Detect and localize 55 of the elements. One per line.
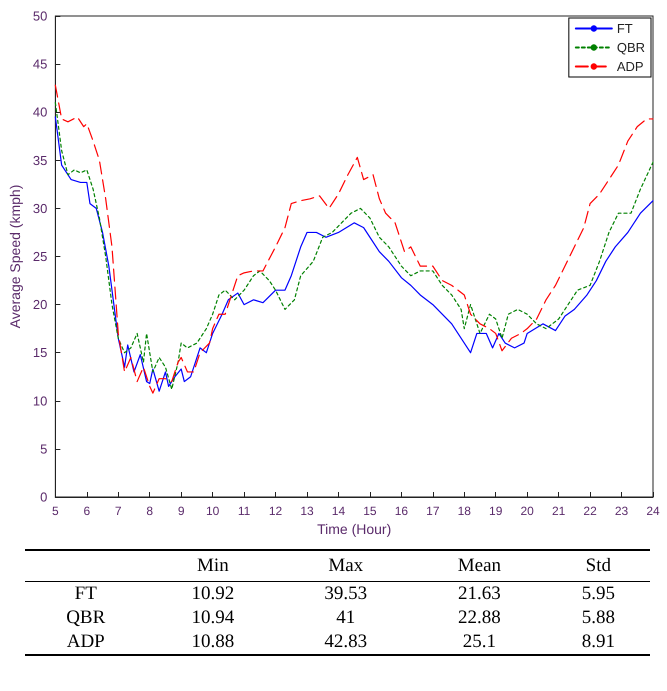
- x-tick-label: 14: [332, 504, 346, 518]
- category-label: Max: [279, 550, 412, 582]
- data-label: 5.95: [580, 582, 616, 606]
- x-tick-label: 15: [363, 504, 377, 518]
- data-label: 10.94: [190, 606, 236, 630]
- y-tick-label: 10: [32, 393, 48, 408]
- y-tick-label: 35: [32, 152, 48, 168]
- y-tick-label: 20: [32, 297, 48, 312]
- data-label: 8.91: [546, 630, 650, 655]
- text: QBR: [65, 606, 106, 630]
- y-tick-label: 15: [32, 345, 48, 360]
- x-tick-label: 9: [178, 504, 185, 518]
- legend-label: ADP: [616, 59, 644, 74]
- x-tick-label: 20: [520, 504, 534, 518]
- x-tick-label: 7: [114, 504, 122, 518]
- x-axis-title: Time (Hour): [317, 520, 392, 537]
- y-tick-label: 50: [32, 8, 48, 24]
- data-label: 22.88: [457, 606, 502, 630]
- category-label: Std: [546, 550, 650, 582]
- x-tick-label: 23: [614, 504, 629, 518]
- x-tick-label: 13: [300, 504, 314, 518]
- data-label: 21.63: [457, 582, 502, 606]
- text: ADP: [25, 630, 146, 655]
- category-label: Min: [146, 550, 280, 582]
- y-tick-label: 40: [32, 104, 48, 120]
- data-label: 5.88: [580, 606, 616, 630]
- y-tick-label: 45: [32, 56, 48, 72]
- y-axis-title: Average Speed (kmph): [7, 184, 23, 328]
- y-tick-label: 0: [40, 490, 48, 504]
- x-tick-label: 18: [458, 504, 472, 518]
- data-label: 25.1: [412, 630, 547, 655]
- x-tick-label: 8: [146, 504, 154, 518]
- data-label: 39.53: [323, 582, 368, 606]
- x-tick-label: 5: [52, 504, 60, 518]
- legend-label: FT: [616, 21, 633, 36]
- data-label: 41: [335, 606, 356, 630]
- x-tick-label: 21: [552, 504, 566, 518]
- x-tick-label: 10: [206, 504, 220, 518]
- x-tick-label: 17: [426, 504, 440, 518]
- x-tick-label: 6: [83, 504, 90, 518]
- y-tick-label: 5: [40, 441, 48, 456]
- legend-label: QBR: [616, 40, 645, 55]
- x-tick-label: 16: [394, 504, 408, 518]
- x-tick-label: 19: [489, 504, 503, 518]
- x-tick-label: 11: [238, 504, 251, 518]
- category-label: Mean: [412, 550, 547, 582]
- x-tick-label: 12: [268, 504, 283, 518]
- x-tick-label: 22: [583, 504, 598, 518]
- data-label: 42.83: [279, 630, 412, 655]
- y-tick-label: 25: [32, 249, 48, 264]
- data-label: 10.88: [146, 630, 280, 655]
- y-tick-label: 30: [32, 200, 48, 216]
- x-tick-label: 24: [646, 504, 660, 518]
- data-label: 10.92: [190, 582, 236, 606]
- text: FT: [74, 582, 98, 606]
